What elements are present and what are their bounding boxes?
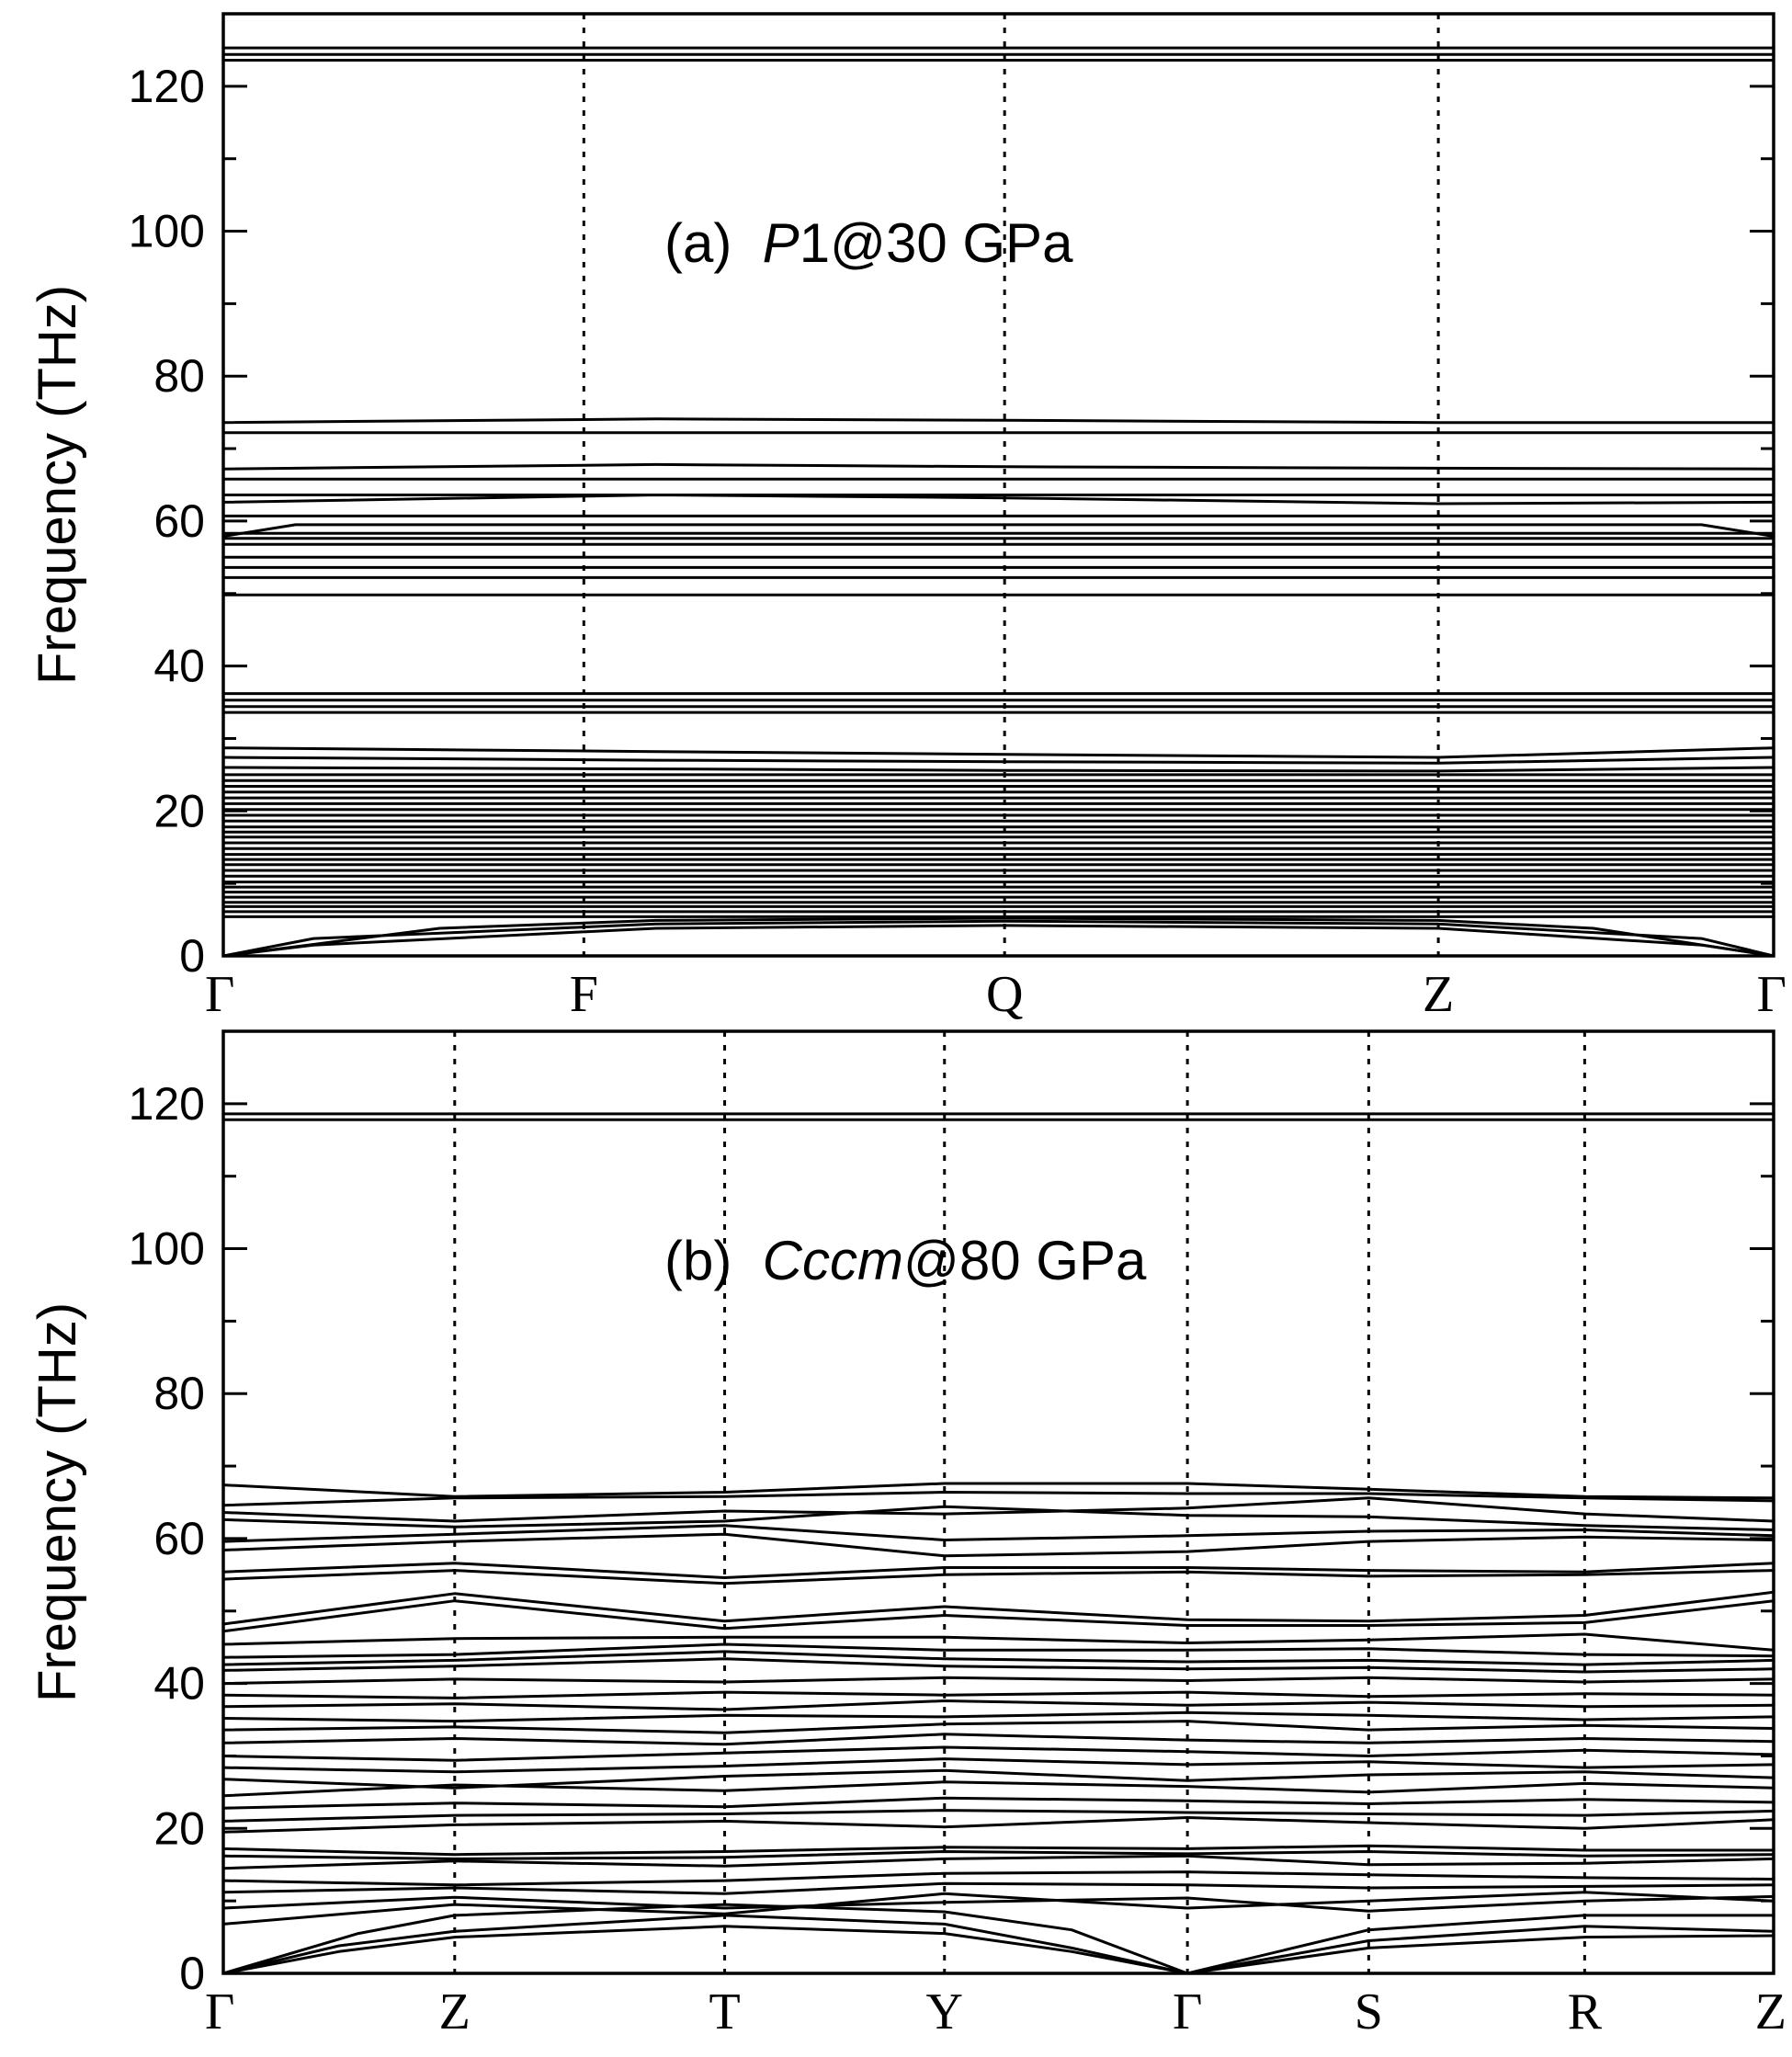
band-line	[223, 1768, 1774, 1790]
band-line	[223, 1632, 1774, 1652]
panel-annotation: (a) P1@30 GPa	[664, 212, 1073, 274]
band-line	[223, 1809, 1774, 1823]
band-line	[223, 1642, 1774, 1659]
band-line	[223, 1482, 1774, 1500]
band-line	[223, 1844, 1774, 1857]
y-axis-title: Frequency (THz)	[28, 285, 87, 685]
band-line	[223, 1690, 1774, 1699]
y-tick-label: 60	[153, 495, 205, 547]
band-line	[223, 1796, 1774, 1810]
band-line	[223, 1925, 1774, 1973]
band-line	[223, 766, 1774, 773]
x-tick-label: Z	[1423, 966, 1454, 1023]
band-line	[223, 1590, 1774, 1626]
y-tick-label: 20	[153, 1802, 205, 1854]
x-tick-label: F	[570, 966, 598, 1023]
band-line	[223, 417, 1774, 425]
band-line	[223, 1496, 1774, 1523]
y-tick-label: 120	[129, 1078, 205, 1130]
x-tick-label: Γ	[205, 966, 234, 1023]
y-axis-title: Frequency (THz)	[28, 1302, 87, 1702]
band-line	[223, 1733, 1774, 1746]
plot-frame	[221, 12, 1775, 958]
y-tick-label: 100	[129, 206, 205, 257]
x-tick-label: S	[1355, 1983, 1383, 2040]
band-line	[223, 1854, 1774, 1870]
band-line	[223, 1881, 1774, 1895]
panel-annotation: (b) Cccm@80 GPa	[664, 1230, 1147, 1291]
y-tick-label: 60	[153, 1513, 205, 1564]
x-tick-label: Γ	[205, 1983, 234, 2040]
band-line	[223, 1745, 1774, 1762]
band-line	[223, 1757, 1774, 1774]
band-line	[223, 1657, 1774, 1674]
y-tick-label: 80	[153, 1368, 205, 1419]
band-line	[223, 1699, 1774, 1711]
y-tick-label: 100	[129, 1223, 205, 1275]
x-tick-label: Γ	[1173, 1983, 1202, 2040]
band-line	[223, 1894, 1774, 1913]
band-line	[223, 1720, 1774, 1734]
band-line	[223, 1903, 1774, 1973]
band-line	[223, 1562, 1774, 1579]
band-line	[223, 1914, 1774, 1973]
panel-b-cccm-80gpa: 0 20 40 60 80 100 120 Γ Z T Y Γ S R Z Frequency (THz) (b…	[28, 1029, 1786, 2040]
band-line	[223, 1816, 1774, 1834]
x-tick-label: Γ	[1757, 966, 1786, 1023]
x-tick-label: Y	[926, 1983, 963, 2040]
band-line	[223, 1524, 1774, 1543]
band-line	[223, 1491, 1774, 1507]
band-line	[223, 523, 1774, 538]
band-series-group	[223, 1112, 1774, 1973]
y-tick-label: 0	[179, 1948, 205, 1999]
band-line	[223, 916, 1774, 956]
plot-frame	[221, 1029, 1775, 1975]
y-tick-label: 0	[179, 930, 205, 982]
band-line	[223, 746, 1774, 759]
band-line	[223, 494, 1774, 506]
band-line	[223, 1569, 1774, 1585]
band-line	[223, 1676, 1774, 1686]
x-tick-label: R	[1568, 1983, 1603, 2040]
band-line	[223, 1650, 1774, 1666]
band-line	[223, 1850, 1774, 1860]
x-tick-label: T	[709, 1983, 740, 2040]
panel-a-p1-30gpa: 0 20 40 60 80 100 120 Γ F Q Z Γ Frequency (THz) (a) P…	[28, 12, 1786, 1023]
y-tick-label: 40	[153, 1658, 205, 1710]
y-tick-label: 20	[153, 785, 205, 836]
x-tick-label: Z	[439, 1983, 471, 2040]
y-tick-label: 80	[153, 350, 205, 402]
band-line	[223, 756, 1774, 765]
band-line	[223, 1870, 1774, 1887]
y-tick-label: 120	[129, 61, 205, 112]
band-line	[223, 1532, 1774, 1558]
band-line	[223, 919, 1774, 956]
band-line	[223, 1710, 1774, 1723]
band-line	[223, 1599, 1774, 1633]
band-series-group	[223, 46, 1774, 956]
x-tick-label: Z	[1755, 1983, 1786, 2040]
x-tick-label: Q	[986, 966, 1023, 1023]
y-tick-label: 40	[153, 641, 205, 692]
band-line	[223, 462, 1774, 471]
